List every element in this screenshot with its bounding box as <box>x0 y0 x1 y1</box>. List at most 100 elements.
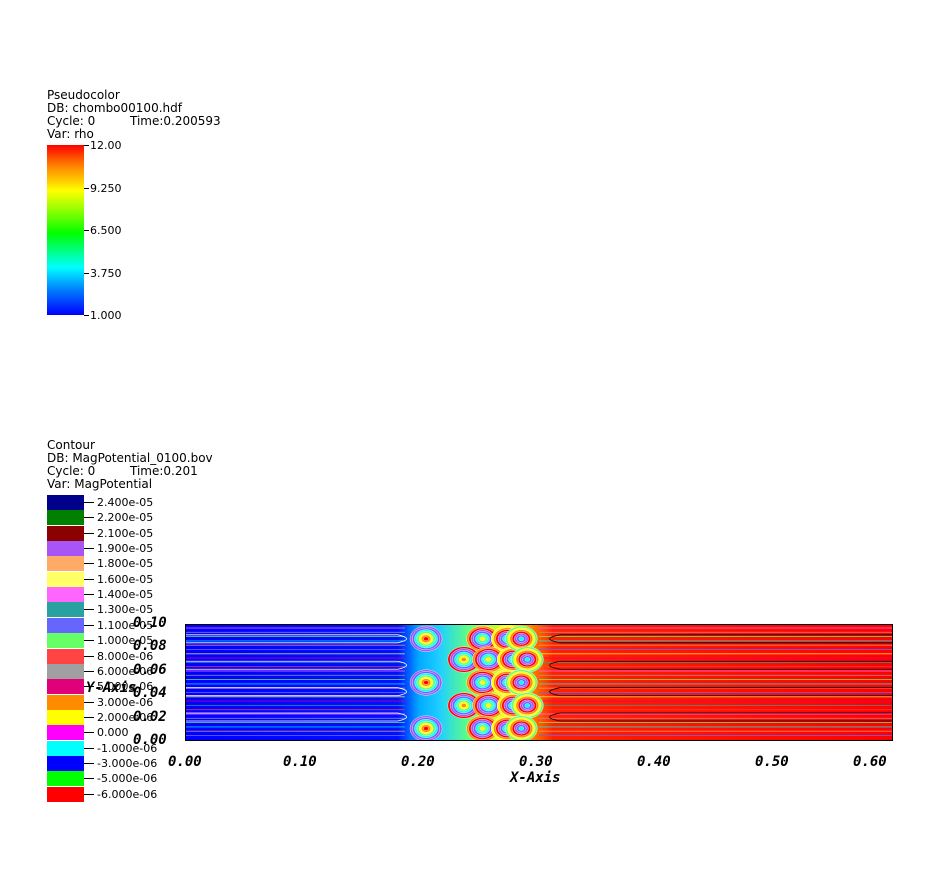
contour-level-swatch <box>47 709 84 725</box>
contour-level-label: 1.100e-05 <box>97 618 154 632</box>
contour-level-swatch <box>47 755 84 771</box>
y-tick-label: 0.10 <box>133 615 167 631</box>
contour-level-label: -5.000e-06 <box>97 772 158 786</box>
contour-level-tick <box>84 640 94 642</box>
pseudocolor-var: Var: rho <box>47 127 94 141</box>
y-tick-label: 0.06 <box>133 661 167 678</box>
contour-level-label: 0.000 <box>97 726 129 740</box>
x-tick-label: 0.10 <box>283 754 317 770</box>
contour-level-swatch <box>47 617 84 633</box>
contour-level-tick <box>84 762 94 764</box>
contour-level-swatch <box>47 571 84 587</box>
contour-plot-area[interactable] <box>185 624 893 741</box>
contour-level-label: 2.100e-05 <box>97 526 154 540</box>
pseudocolor-cycle: Cycle: 0 <box>47 114 96 128</box>
contour-line <box>186 712 408 722</box>
contour-level-swatch <box>47 495 84 510</box>
contour-line <box>186 687 408 697</box>
contour-level-swatch <box>47 602 84 618</box>
colorbar-tick <box>84 145 89 146</box>
contour-title: Contour <box>47 438 95 452</box>
contour-level-swatch <box>47 694 84 710</box>
pseudocolor-colorbar <box>47 145 84 315</box>
contour-level-label: 5.000e-06 <box>97 680 154 694</box>
contour-level-tick <box>84 594 94 596</box>
pseudocolor-time: Time:0.200593 <box>130 114 221 128</box>
colorbar-tick-label: 12.00 <box>90 139 122 152</box>
y-tick-label: 0.02 <box>133 708 167 725</box>
contour-island <box>518 726 525 731</box>
contour-island <box>423 680 429 685</box>
contour-island <box>479 636 486 642</box>
colorbar-tick <box>84 315 89 316</box>
contour-level-swatch <box>47 725 84 741</box>
contour-level-tick <box>84 793 94 795</box>
contour-level-tick <box>84 686 94 688</box>
colorbar-tick-label: 1.000 <box>90 309 122 322</box>
contour-level-tick <box>84 732 94 734</box>
y-tick-label: 0.00 <box>133 732 167 748</box>
contour-level-label: 2.200e-05 <box>97 511 154 525</box>
contour-island <box>461 703 467 708</box>
contour-island <box>485 657 492 662</box>
contour-level-swatch <box>47 525 84 541</box>
contour-level-swatch <box>47 541 84 557</box>
contour-level-label: -3.000e-06 <box>97 756 158 770</box>
colorbar-tick-label: 6.500 <box>90 224 122 237</box>
contour-db: DB: MagPotential_0100.bov <box>47 451 213 465</box>
contour-time: Time:0.201 <box>130 464 198 478</box>
contour-island <box>461 657 467 662</box>
x-tick-label: 0.50 <box>755 754 789 770</box>
contour-field <box>186 625 892 740</box>
contour-level-tick <box>84 716 94 718</box>
contour-level-tick <box>84 502 94 503</box>
contour-island <box>423 636 429 642</box>
contour-island <box>479 726 486 731</box>
colorbar-tick-label: 3.750 <box>90 266 122 280</box>
contour-level-tick <box>84 778 94 780</box>
colorbar-tick-label: 9.250 <box>90 181 122 195</box>
contour-island <box>485 703 492 708</box>
x-tick-label: 0.40 <box>637 754 671 770</box>
contour-level-tick <box>84 624 94 626</box>
contour-level-label: 3.000e-06 <box>97 695 154 709</box>
contour-level-tick <box>84 548 94 550</box>
contour-line <box>549 634 892 644</box>
contour-line <box>186 660 408 670</box>
contour-level-tick <box>84 747 94 749</box>
y-tick-label: 0.08 <box>133 638 167 655</box>
contour-level-label: -6.000e-06 <box>97 787 158 801</box>
contour-level-tick <box>84 701 94 703</box>
contour-island <box>479 680 486 685</box>
contour-island <box>518 636 525 642</box>
x-tick-label: 0.30 <box>519 754 553 770</box>
contour-level-tick <box>84 609 94 611</box>
contour-cycle: Cycle: 0 <box>47 464 96 478</box>
contour-island <box>524 703 531 708</box>
pseudocolor-db: DB: chombo00100.hdf <box>47 101 182 115</box>
contour-level-swatch <box>47 587 84 603</box>
contour-level-label: 1.600e-05 <box>97 572 154 586</box>
contour-island <box>524 657 531 662</box>
contour-level-swatch <box>47 510 84 526</box>
contour-level-swatch <box>47 633 84 649</box>
contour-level-label: 2.400e-05 <box>97 496 154 509</box>
contour-line <box>549 660 892 670</box>
contour-level-label: 6.000e-06 <box>97 664 154 678</box>
colorbar-tick <box>84 230 89 231</box>
contour-level-label: 1.000e-05 <box>97 634 154 648</box>
contour-level-swatch <box>47 648 84 664</box>
x-tick-label: 0.20 <box>401 754 435 770</box>
contour-level-label: 1.900e-05 <box>97 542 154 556</box>
contour-level-swatch <box>47 556 84 572</box>
contour-level-tick <box>84 532 94 534</box>
contour-level-tick <box>84 578 94 580</box>
contour-level-tick <box>84 563 94 565</box>
contour-level-label: 1.300e-05 <box>97 603 154 617</box>
contour-line <box>549 687 892 697</box>
contour-level-label: 1.800e-05 <box>97 557 154 571</box>
contour-island <box>423 726 429 731</box>
contour-level-label: 1.400e-05 <box>97 588 154 602</box>
contour-line <box>186 634 408 644</box>
contour-level-tick <box>84 655 94 657</box>
